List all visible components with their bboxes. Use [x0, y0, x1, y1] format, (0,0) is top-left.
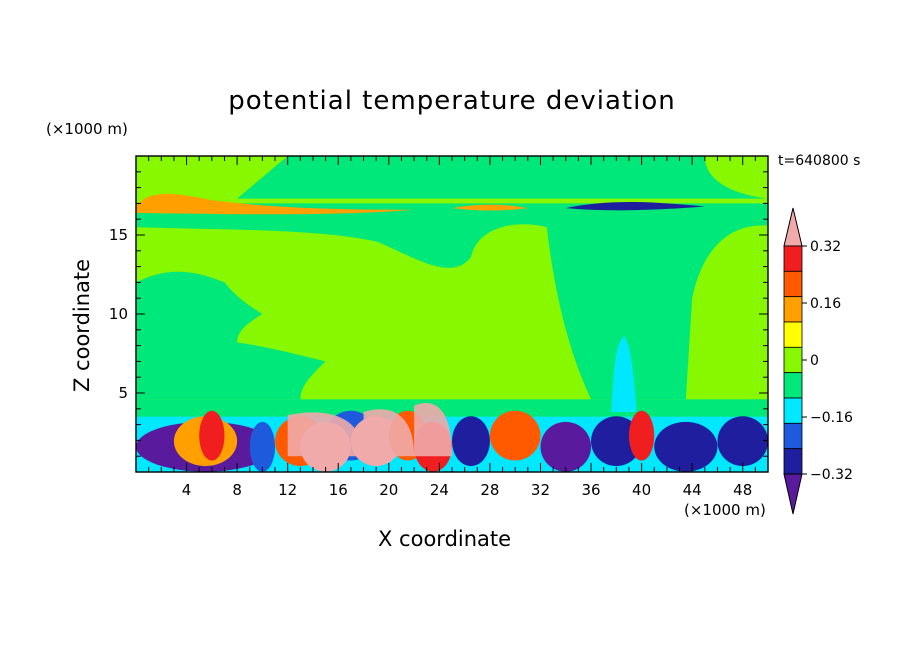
colorbar-swatch: [783, 448, 803, 475]
field-upper-right: [711, 156, 768, 194]
colorbar-tick-label: 0: [810, 353, 819, 369]
field-tropopause-cold: [565, 202, 705, 211]
field-boundary-cell: [249, 421, 276, 472]
field-boundary-cell: [452, 416, 490, 467]
colorbar-tick-label: −0.32: [810, 467, 853, 483]
x-tick-label: 40: [632, 481, 651, 499]
colorbar-swatch: [783, 372, 803, 399]
field-boundary-cell: [591, 416, 642, 467]
x-tick-label: 24: [430, 481, 449, 499]
colorbar-bottom-arrow: [783, 473, 803, 515]
colorbar-tick-label: 0.16: [810, 296, 841, 312]
time-label: t=640800 s: [778, 153, 861, 169]
colorbar: 0.32 0.16 0 −0.16 −0.32: [783, 207, 853, 515]
field-plume: [611, 336, 637, 412]
x-tick-label: 44: [683, 481, 702, 499]
x-tick-label: 48: [733, 481, 752, 499]
field-upper-band: [237, 156, 768, 199]
x-tick-label: 20: [379, 481, 398, 499]
x-tick-label: 28: [480, 481, 499, 499]
colorbar-swatch: [783, 346, 803, 374]
contour-field: [136, 156, 768, 472]
x-tick-label: 12: [278, 481, 297, 499]
field-boundary-cell: [654, 421, 718, 472]
field-convective-top: [363, 409, 415, 457]
colorbar-top-arrow: [783, 207, 803, 247]
colorbar-swatch: [783, 422, 803, 450]
chart-title: potential temperature deviation: [228, 86, 676, 116]
y-tick-label: 10: [109, 305, 128, 323]
field-convective-top: [287, 412, 364, 457]
x-axis-label: X coordinate: [378, 527, 512, 551]
field-boundary-cell: [540, 421, 592, 472]
colorbar-swatch: [783, 270, 803, 298]
field-boundary-cell: [199, 410, 225, 461]
y-axis: 5 10 15: [109, 171, 768, 457]
field-upper-left: [136, 156, 288, 199]
x-tick-label: 4: [182, 481, 192, 499]
field-tropopause-warm-1: [136, 193, 415, 215]
y-tick-label: 15: [109, 226, 128, 244]
colorbar-tick-label: 0.32: [810, 239, 841, 255]
colorbar-tick-label: −0.16: [810, 410, 853, 426]
x-tick-label: 8: [232, 481, 242, 499]
y-axis-unit: (×1000 m): [46, 120, 128, 138]
colorbar-swatch: [783, 245, 803, 272]
y-tick-label: 5: [118, 384, 128, 402]
x-axis: 4 8 12 16 20 24 28 32 36 40 44 48: [148, 156, 756, 499]
x-tick-label: 32: [531, 481, 550, 499]
field-boundary-cell: [628, 410, 655, 461]
colorbar-swatch: [783, 296, 803, 323]
field-boundary-cell: [717, 416, 768, 467]
field-mid-band: [136, 203, 768, 400]
field-tropopause-warm-2: [211, 206, 351, 214]
field-boundary-cell: [489, 410, 541, 461]
field-convective-top: [414, 403, 452, 457]
field-left-column: [136, 271, 326, 400]
x-axis-unit: (×1000 m): [684, 501, 766, 519]
field-tropopause-warm-3: [452, 204, 528, 211]
colorbar-swatch: [783, 397, 803, 424]
x-tick-label: 16: [329, 481, 348, 499]
colorbar-swatch: [783, 321, 803, 348]
x-tick-label: 36: [581, 481, 600, 499]
